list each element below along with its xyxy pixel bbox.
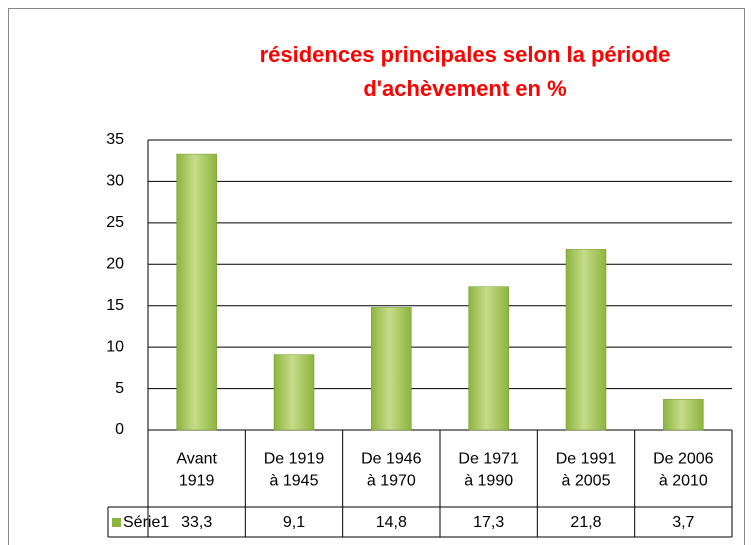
legend-swatch: [112, 518, 121, 527]
chart-border: [8, 8, 745, 545]
data-label: 3,7: [672, 514, 694, 531]
x-tick-label: De 1946 à 1970: [361, 451, 422, 490]
y-tick-label: 30: [106, 173, 124, 190]
bar: [273, 354, 315, 431]
y-tick-label: 0: [115, 421, 124, 438]
bar: [468, 286, 509, 431]
x-tick-label: De 1971 à 1990: [458, 451, 519, 490]
data-label: 9,1: [283, 514, 305, 531]
y-tick-label: 15: [106, 297, 124, 314]
y-tick-label: 5: [115, 380, 124, 397]
x-tick-label: De 1919 à 1945: [264, 451, 325, 490]
x-tick-label: Avant 1919: [176, 451, 217, 490]
bar: [565, 249, 607, 431]
chart-title: résidences principales selon la période …: [259, 42, 671, 101]
y-tick-label: 10: [106, 338, 124, 355]
bar: [663, 399, 704, 431]
y-tick-label: 20: [106, 256, 124, 273]
bar: [176, 153, 217, 431]
data-label: 33,3: [181, 514, 212, 531]
data-label: 17,3: [473, 514, 504, 531]
y-tick-label: 25: [106, 214, 124, 231]
data-label: 14,8: [376, 514, 407, 531]
y-tick-label: 35: [106, 131, 124, 148]
x-tick-label: De 1991 à 2005: [556, 451, 617, 490]
bar: [371, 307, 412, 431]
data-label: 21,8: [570, 514, 601, 531]
legend-label: Série1: [123, 514, 169, 531]
x-tick-label: De 2006 à 2010: [653, 451, 714, 490]
